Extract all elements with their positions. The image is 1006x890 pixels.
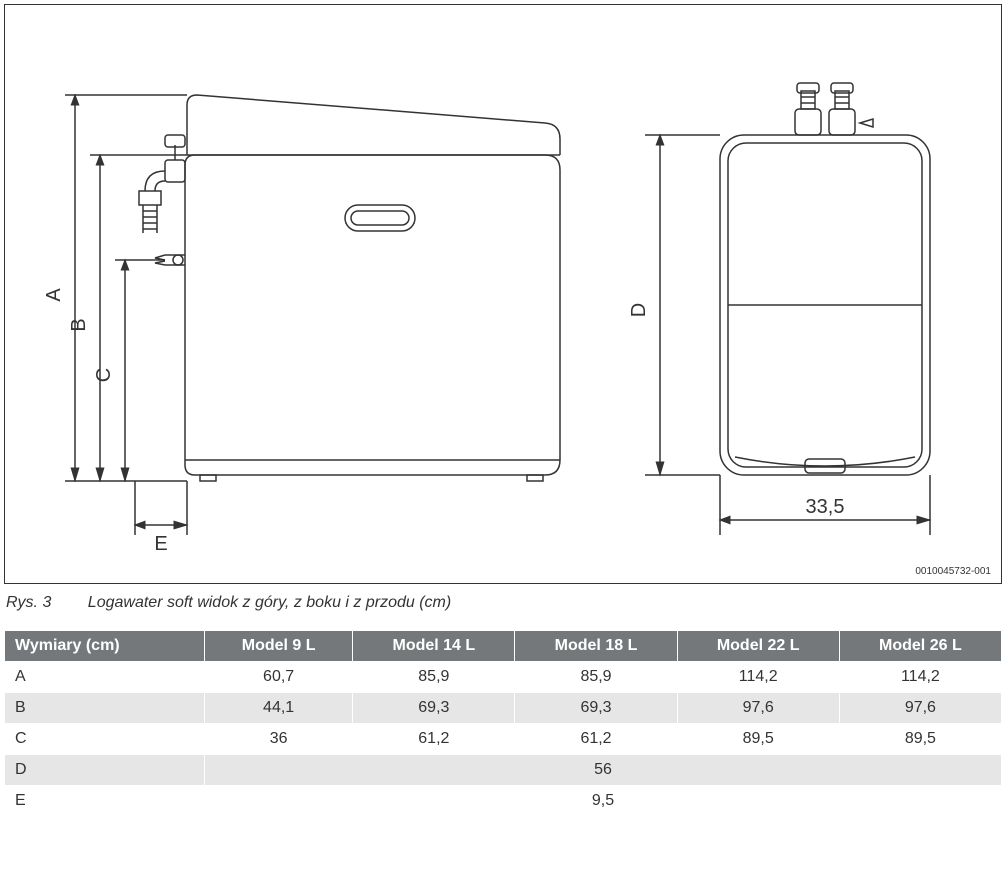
col-header-model: Model 9 L	[205, 631, 353, 662]
table-cell: 36	[205, 724, 353, 755]
table-cell-span: 9,5	[205, 786, 1002, 817]
table-cell: 61,2	[353, 724, 515, 755]
dimensions-table: Wymiary (cm) Model 9 L Model 14 L Model …	[4, 630, 1002, 817]
col-header-model: Model 18 L	[515, 631, 677, 662]
row-label: A	[5, 662, 205, 693]
table-cell: 114,2	[677, 662, 839, 693]
table-cell: 89,5	[839, 724, 1001, 755]
table-cell: 85,9	[353, 662, 515, 693]
table-row: D 56	[5, 755, 1002, 786]
table-cell: 69,3	[515, 693, 677, 724]
dim-label-E: E	[154, 533, 167, 555]
table-row: C 36 61,2 61,2 89,5 89,5	[5, 724, 1002, 755]
figure-caption: Rys. 3 Logawater soft widok z góry, z bo…	[6, 594, 1002, 612]
dim-label-B: B	[68, 318, 90, 331]
dim-value-width: 33,5	[806, 496, 845, 518]
figure-number: Rys. 3	[6, 594, 51, 611]
table-cell: 44,1	[205, 693, 353, 724]
figure-caption-text: Logawater soft widok z góry, z boku i z …	[88, 594, 451, 611]
table-row: A 60,7 85,9 85,9 114,2 114,2	[5, 662, 1002, 693]
row-label: D	[5, 755, 205, 786]
document-id: 0010045732-001	[915, 566, 991, 577]
table-row: E 9,5	[5, 786, 1002, 817]
table-cell: 69,3	[353, 693, 515, 724]
table-cell: 114,2	[839, 662, 1001, 693]
row-label: E	[5, 786, 205, 817]
dim-label-C: C	[93, 368, 115, 382]
table-cell-span: 56	[205, 755, 1002, 786]
table-cell: 85,9	[515, 662, 677, 693]
technical-drawing: A B C E D 33,5	[5, 5, 1001, 565]
table-cell: 89,5	[677, 724, 839, 755]
col-header-dimensions: Wymiary (cm)	[5, 631, 205, 662]
row-label: B	[5, 693, 205, 724]
dim-label-D: D	[628, 303, 650, 317]
figure-frame: A B C E D 33,5 0010045732-001	[4, 4, 1002, 584]
col-header-model: Model 22 L	[677, 631, 839, 662]
table-cell: 61,2	[515, 724, 677, 755]
table-row: B 44,1 69,3 69,3 97,6 97,6	[5, 693, 1002, 724]
col-header-model: Model 14 L	[353, 631, 515, 662]
table-cell: 97,6	[677, 693, 839, 724]
row-label: C	[5, 724, 205, 755]
table-header-row: Wymiary (cm) Model 9 L Model 14 L Model …	[5, 631, 1002, 662]
table-cell: 60,7	[205, 662, 353, 693]
table-cell: 97,6	[839, 693, 1001, 724]
col-header-model: Model 26 L	[839, 631, 1001, 662]
dim-label-A: A	[43, 288, 65, 302]
